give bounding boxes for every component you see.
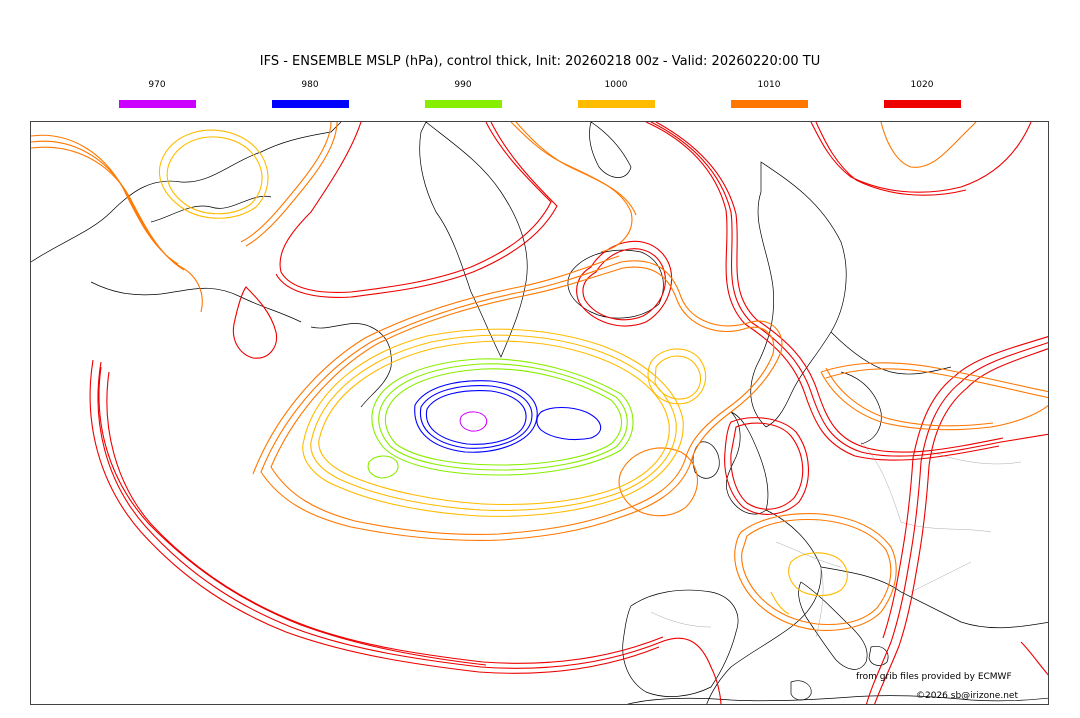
- legend-swatch-980: [271, 100, 349, 108]
- legend-item-990: 990: [423, 80, 503, 108]
- legend-item-1020: 1020: [882, 80, 962, 108]
- legend-label-970: 970: [148, 80, 166, 90]
- isobar-1000: [158, 129, 848, 615]
- isobar-990: [367, 358, 634, 479]
- legend-item-1000: 1000: [576, 80, 656, 108]
- legend-label-1020: 1020: [910, 80, 934, 90]
- legend-label-1010: 1010: [757, 80, 781, 90]
- legend-item-1010: 1010: [729, 80, 809, 108]
- isobar-970: [459, 411, 488, 432]
- isobar-1010: [31, 122, 1048, 631]
- legend-swatch-990: [424, 100, 502, 108]
- legend-swatch-1020: [883, 100, 961, 108]
- data-source-credit: from grib files provided by ECMWF: [856, 672, 1012, 682]
- chart-title: IFS - ENSEMBLE MSLP (hPa), control thick…: [259, 54, 821, 69]
- legend-item-980: 980: [270, 80, 350, 108]
- coastlines: [31, 122, 1048, 704]
- isobar-980: [414, 380, 602, 453]
- legend-item-970: 970: [117, 80, 197, 108]
- legend-swatch-970: [118, 100, 196, 108]
- legend-swatch-1010: [730, 100, 808, 108]
- country-borders: [650, 441, 1022, 638]
- legend-swatch-1000: [577, 100, 655, 108]
- legend-label-990: 990: [454, 80, 472, 90]
- legend-label-1000: 1000: [604, 80, 628, 90]
- map-canvas: [31, 122, 1048, 704]
- pressure-map: [30, 121, 1049, 705]
- isobar-1020: [89, 122, 1048, 704]
- legend-label-980: 980: [301, 80, 319, 90]
- copyright-credit: ©2026 sb@irizone.net: [916, 691, 1018, 701]
